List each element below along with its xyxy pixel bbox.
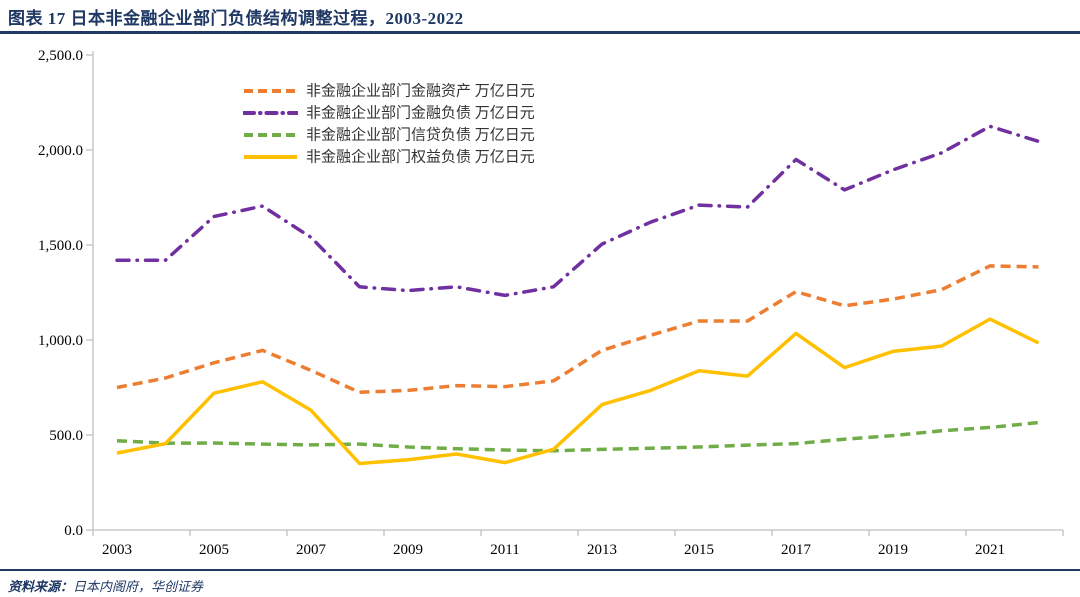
x-axis-label: 2007 — [296, 542, 327, 558]
x-axis-label: 2015 — [684, 542, 714, 558]
legend-label-credit: 非金融企业部门信贷负债 万亿日元 — [306, 127, 535, 144]
x-axis-label: 2017 — [781, 542, 812, 558]
series-line-liabilities — [115, 124, 1041, 298]
y-axis-label: 1,500.0 — [38, 238, 83, 254]
series-line-equity — [116, 317, 1040, 466]
figure-title: 图表 17 日本非金融企业部门负债结构调整过程，2003-2022 — [8, 9, 464, 28]
legend-item-credit: 非金融企业部门信贷负债 万亿日元 — [243, 124, 535, 146]
source-text: 日本内阁府，华创证券 — [73, 579, 204, 594]
x-axis-label: 2019 — [878, 542, 908, 558]
top-divider — [0, 31, 1080, 34]
y-axis-label: 2,000.0 — [38, 143, 83, 159]
legend-marker-assets — [244, 89, 297, 94]
y-axis-label: 0.0 — [64, 523, 83, 539]
legend-item-liabilities: 非金融企业部门金融负债 万亿日元 — [242, 102, 535, 124]
y-axis-label: 500.0 — [49, 428, 83, 444]
x-axis-label: 2005 — [199, 542, 229, 558]
line-chart-canvas: 0.0 500.0 1,000.0 1,500.0 2,000.0 2,500.0 2003… — [38, 48, 1064, 558]
series-line-assets — [116, 264, 1039, 395]
legend-marker-credit — [244, 133, 297, 138]
source-note: 资料来源：日本内阁府，华创证券 — [8, 576, 1068, 595]
legend-item-equity: 非金融企业部门权益负债 万亿日元 — [243, 146, 535, 168]
legend-label-assets: 非金融企业部门金融资产 万亿日元 — [306, 83, 535, 100]
chart-area: 0.0 500.0 1,000.0 1,500.0 2,000.0 2,500.0 2003… — [0, 36, 1080, 566]
x-axis-label: 2013 — [587, 542, 617, 558]
legend-marker-liabilities — [242, 111, 299, 116]
bottom-divider — [0, 569, 1080, 571]
y-axis-label: 1,000.0 — [38, 333, 83, 349]
series-line-credit — [116, 420, 1039, 453]
legend-marker-equity — [244, 155, 297, 160]
x-axis-label: 2003 — [102, 542, 132, 558]
source-label: 资料来源： — [8, 579, 74, 594]
legend-label-equity: 非金融企业部门权益负债 万亿日元 — [306, 149, 535, 166]
legend-item-assets: 非金融企业部门金融资产 万亿日元 — [243, 80, 535, 102]
y-axis-label: 2,500.0 — [38, 48, 83, 64]
legend-label-liabilities: 非金融企业部门金融负债 万亿日元 — [306, 105, 535, 122]
chart-legend: 非金融企业部门金融资产 万亿日元 非金融企业部门金融负债 万亿日元 非金融企业部门信… — [242, 80, 535, 168]
x-axis-label: 2021 — [975, 542, 1005, 558]
x-axis-label: 2009 — [393, 542, 423, 558]
x-axis-label: 2011 — [490, 542, 519, 558]
